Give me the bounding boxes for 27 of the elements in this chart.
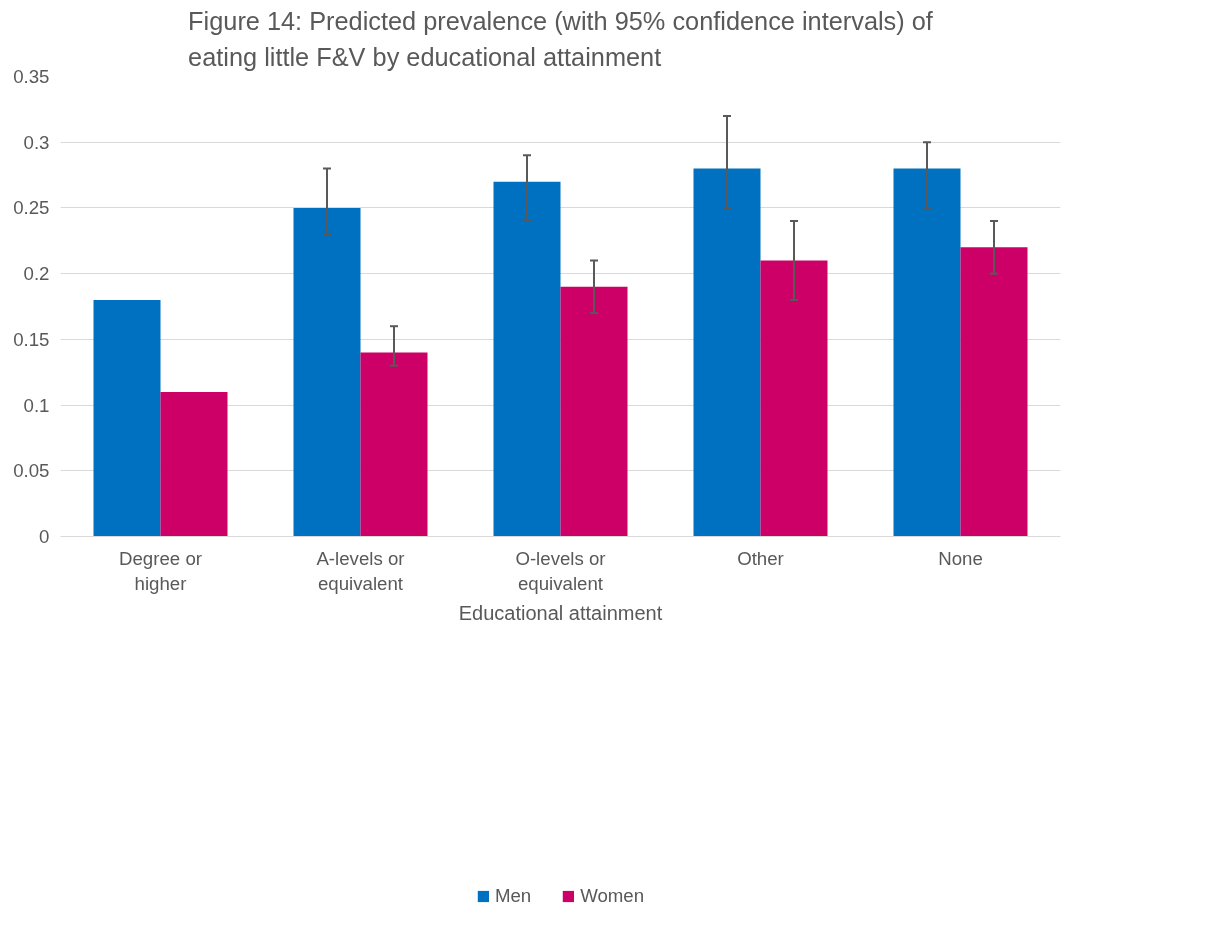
x-axis-title: Educational attainment bbox=[458, 601, 663, 624]
bar bbox=[160, 391, 228, 537]
bar bbox=[760, 260, 828, 537]
bar bbox=[693, 168, 761, 537]
y-tick-label: 0.05 bbox=[13, 460, 50, 482]
y-tick-label: 0.3 bbox=[23, 131, 50, 153]
y-tick-label: 0.1 bbox=[23, 394, 50, 416]
y-tick-label: 0.35 bbox=[13, 66, 50, 87]
bar bbox=[560, 286, 628, 537]
y-tick-label: 0.15 bbox=[13, 328, 50, 350]
bar bbox=[293, 207, 361, 537]
x-tick-label: A-levels or equivalent bbox=[316, 547, 405, 594]
y-tick-label: 0 bbox=[39, 526, 50, 547]
legend-label: Men bbox=[494, 885, 532, 907]
bar bbox=[93, 299, 161, 537]
bar bbox=[893, 168, 961, 537]
x-tick-label: O-levels or equivalent bbox=[515, 547, 606, 594]
y-tick-label: 0.25 bbox=[13, 197, 50, 219]
x-tick-label: Degree or higher bbox=[119, 547, 202, 594]
x-tick-label: Other bbox=[737, 547, 784, 569]
chart-title: Figure 14: Predicted prevalence (with 95% confidence intervals) of eating little F&V by educational attainment bbox=[188, 7, 934, 72]
bar bbox=[960, 247, 1028, 537]
x-tick-label: None bbox=[938, 547, 983, 569]
bar bbox=[360, 352, 428, 537]
bar bbox=[493, 181, 561, 537]
legend-label: Women bbox=[580, 885, 645, 907]
y-tick-label: 0.2 bbox=[23, 263, 50, 285]
